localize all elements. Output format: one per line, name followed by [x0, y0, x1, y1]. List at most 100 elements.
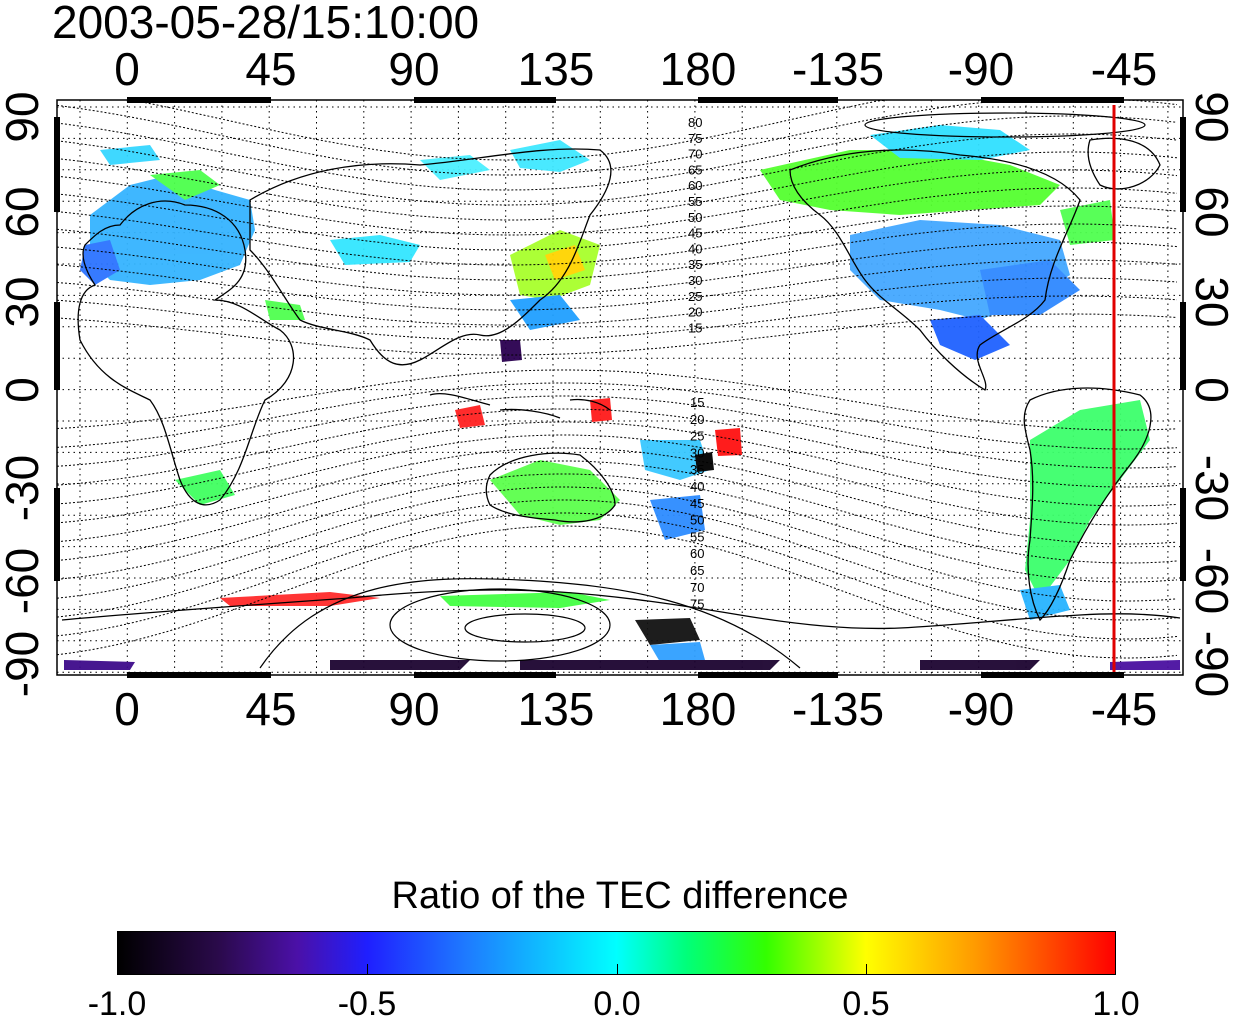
- lon-tick-bottom: 135: [517, 683, 595, 735]
- contour-label-south: 55: [690, 529, 704, 544]
- lon-tick-top: 0: [114, 43, 140, 95]
- contour-south: [56, 473, 1178, 583]
- contour-north: [56, 313, 1178, 356]
- contour-label-north: 25: [688, 289, 702, 304]
- contour-south: [56, 486, 1178, 602]
- tec-strip-3: [520, 660, 780, 670]
- tec-patch-russia-east: [510, 140, 590, 172]
- contour-label-north: 75: [688, 131, 702, 146]
- colorbar-label: 1.0: [1092, 985, 1140, 1023]
- lon-tick-top: 45: [245, 43, 297, 95]
- contour-north: [56, 205, 1178, 266]
- tec-patch-antarctic-4: [650, 642, 705, 662]
- coast-antarctica: [61, 589, 1181, 630]
- tec-strip-5: [1110, 660, 1180, 670]
- contour-north: [56, 223, 1178, 281]
- tec-patch-png: [590, 398, 612, 422]
- tec-patch-mideast: [265, 300, 305, 320]
- contour-north: [57, 99, 1177, 161]
- contour-label-south: 40: [690, 479, 704, 494]
- contour-south: [56, 408, 1178, 488]
- contour-north: [56, 151, 1178, 221]
- tec-patch-europe-east: [150, 170, 220, 200]
- contour-label-north: 60: [688, 178, 702, 193]
- coast-europe-africa: [77, 200, 295, 506]
- colorbar-tick: [866, 964, 867, 975]
- coast-south-america: [1023, 387, 1152, 622]
- contour-label-north: 50: [688, 210, 702, 225]
- contour-south: [56, 434, 1178, 526]
- tec-patch-siberia: [420, 155, 490, 180]
- contour-label-south: 60: [690, 546, 704, 561]
- tec-strip-1: [64, 660, 135, 670]
- contour-north: [56, 115, 1178, 191]
- tec-strip-2: [330, 660, 470, 670]
- contour-south: [56, 421, 1178, 507]
- contour-label-south: 45: [690, 496, 704, 511]
- contour-label-north: 30: [688, 273, 702, 288]
- contour-label-north: 65: [688, 162, 702, 177]
- coast-greenland: [1087, 137, 1161, 190]
- lon-tick-top: 180: [659, 43, 737, 95]
- colorbar-label: -1.0: [87, 985, 147, 1023]
- tec-patch-fiji: [715, 428, 742, 456]
- colorbar-title: Ratio of the TEC difference: [391, 875, 849, 917]
- contour-label-south: 30: [690, 445, 704, 460]
- tec-patch-indonesia: [455, 405, 485, 428]
- tec-patch-gulf: [930, 315, 1010, 360]
- contour-label-north: 15: [688, 320, 702, 335]
- coast-asia: [249, 148, 612, 366]
- contour-north: [56, 187, 1178, 251]
- contour-label-south: 50: [690, 513, 704, 528]
- contour-label-north: 80: [688, 115, 702, 130]
- contour-south: [56, 369, 1178, 431]
- lon-tick-bottom: 90: [388, 683, 440, 735]
- coast-indonesia: [429, 393, 611, 419]
- tec-patch-europe-west: [80, 240, 120, 285]
- contour-north: [56, 99, 1178, 176]
- lon-tick-top: 90: [388, 43, 440, 95]
- contour-label-south: 15: [690, 395, 704, 410]
- tec-patch-scandinavia: [100, 145, 160, 165]
- colorbar-tick: [617, 964, 618, 975]
- tec-strip-4: [920, 660, 1040, 670]
- tec-patch-china: [510, 295, 580, 330]
- colorbar-label: 0.5: [842, 985, 890, 1023]
- lon-tick-top: -90: [947, 43, 1015, 95]
- colorbar-tick: [367, 964, 368, 975]
- contour-south: [56, 525, 1178, 659]
- contour-north: [56, 241, 1178, 296]
- contour-label-north: 45: [688, 226, 702, 241]
- contour-south: [56, 382, 1178, 450]
- contour-label-south: 35: [690, 462, 704, 477]
- tec-patch-asia: [330, 235, 420, 265]
- contour-label-south: 70: [690, 580, 704, 595]
- tec-patch-europe: [90, 175, 255, 285]
- contour-north: [56, 259, 1178, 311]
- magnetic-contours: [56, 99, 1178, 659]
- contour-south: [56, 447, 1178, 545]
- tec-patch-australia: [490, 460, 620, 525]
- contour-labels: 8075706560555045403530252015152025303540…: [688, 115, 704, 612]
- tec-patch-pacific: [640, 440, 710, 480]
- lon-tick-bottom: 0: [114, 683, 140, 735]
- lon-tick-top: -45: [1090, 43, 1158, 95]
- contour-north: [56, 295, 1178, 341]
- contour-north: [56, 133, 1178, 206]
- tec-patch-usa-east: [980, 260, 1080, 315]
- contour-label-south: 20: [690, 412, 704, 427]
- contour-south: [56, 395, 1178, 469]
- plot-title: 2003-05-28/15:10:00: [52, 0, 480, 48]
- contour-label-north: 35: [688, 257, 702, 272]
- polar-contours: [259, 112, 1146, 669]
- tec-patch-antarctic-1: [220, 592, 380, 606]
- tec-patch-south-america: [1025, 400, 1150, 600]
- contour-label-north: 40: [688, 241, 702, 256]
- lon-tick-top: 135: [517, 43, 595, 95]
- contour-label-south: 25: [690, 429, 704, 444]
- tec-patch-philippines: [500, 340, 522, 362]
- contour-label-north: 55: [688, 194, 702, 209]
- lon-tick-bottom: 45: [245, 683, 297, 735]
- contour-south: [56, 512, 1178, 640]
